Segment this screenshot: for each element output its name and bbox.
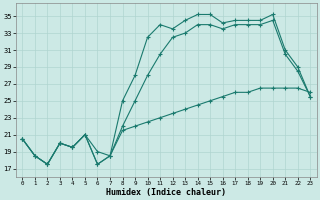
X-axis label: Humidex (Indice chaleur): Humidex (Indice chaleur) (106, 188, 226, 197)
